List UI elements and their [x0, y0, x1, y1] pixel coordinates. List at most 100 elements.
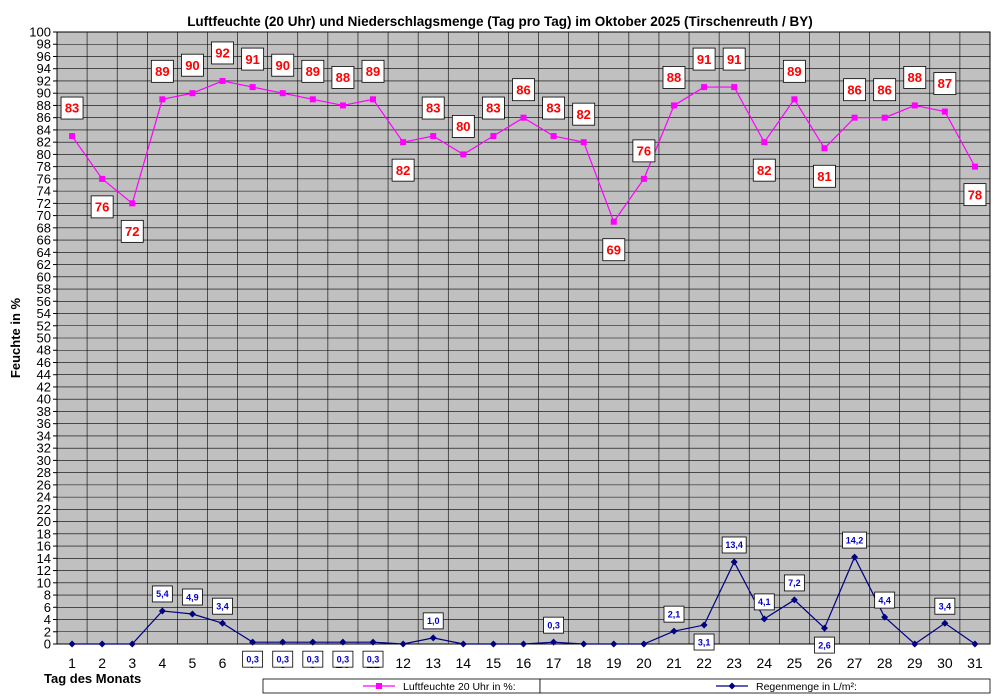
data-label: 91 [692, 47, 716, 71]
data-point [429, 634, 437, 642]
data-label-box [722, 47, 746, 71]
data-point [820, 624, 828, 632]
data-label-text: 88 [667, 70, 681, 85]
x-tick-label: 18 [576, 655, 592, 671]
data-label-text: 88 [336, 70, 350, 85]
y-tick-label: 72 [37, 196, 51, 211]
data-point [489, 640, 497, 648]
x-tick-label: 23 [726, 655, 742, 671]
data-label-box [211, 41, 234, 65]
data-label: 89 [782, 59, 806, 83]
data-label-text: 89 [306, 64, 320, 79]
x-tick-label: 12 [395, 655, 411, 671]
x-tick-label: 17 [546, 655, 562, 671]
y-tick-label: 30 [37, 453, 51, 468]
data-label: 4,9 [182, 588, 203, 606]
data-point [670, 102, 677, 109]
data-label: 0,3 [543, 616, 564, 634]
data-point [790, 596, 798, 604]
data-label-text: 3,4 [939, 601, 952, 611]
x-tick-label: 5 [189, 655, 197, 671]
legend-label: Luftfeuchte 20 Uhr in %: [403, 681, 516, 693]
data-point [309, 638, 317, 646]
data-label: 3,1 [693, 633, 715, 651]
data-label-box [663, 605, 685, 623]
data-point [369, 638, 377, 646]
data-point [370, 96, 377, 103]
x-tick-label: 15 [486, 655, 502, 671]
data-label-text: 83 [486, 101, 500, 116]
y-tick-label: 42 [37, 379, 51, 394]
data-label-text: 87 [938, 76, 952, 91]
data-label-text: 88 [908, 70, 922, 85]
data-point [459, 640, 467, 648]
data-label-box [512, 78, 535, 102]
data-label: 2,6 [814, 636, 835, 654]
y-tick-label: 12 [37, 563, 51, 578]
data-label-text: 83 [65, 101, 79, 116]
data-label-box [301, 59, 325, 83]
y-tick-label: 68 [37, 220, 51, 235]
data-label: 82 [752, 158, 776, 182]
data-label-box [361, 59, 385, 83]
data-point [219, 619, 227, 627]
data-label: 0,3 [302, 650, 324, 668]
data-label-text: 91 [245, 52, 259, 67]
data-point [941, 619, 949, 627]
y-tick-label: 88 [37, 98, 51, 113]
y-tick-label: 82 [37, 135, 51, 150]
chart-title: Luftfeuchte (20 Uhr) und Niederschlagsme… [187, 14, 813, 29]
data-label-text: 13,4 [725, 540, 743, 550]
y-tick-label: 24 [37, 490, 51, 505]
y-tick-label: 46 [37, 355, 51, 370]
data-point [98, 640, 106, 648]
data-label: 0,3 [242, 650, 264, 668]
data-label: 76 [632, 139, 656, 163]
y-tick-label: 48 [37, 343, 51, 358]
data-label-text: 4,4 [878, 595, 891, 605]
data-point [376, 683, 382, 689]
y-tick-label: 22 [37, 502, 51, 517]
data-label-box [874, 591, 896, 609]
data-label-text: 2,6 [818, 640, 831, 650]
data-point [550, 133, 557, 140]
data-point [249, 638, 257, 646]
x-tick-label: 3 [128, 655, 136, 671]
data-label: 4,1 [753, 593, 775, 611]
y-tick-label: 80 [37, 147, 51, 162]
x-tick-label: 2 [98, 655, 106, 671]
data-label-text: 82 [757, 163, 771, 178]
data-label-box [662, 66, 686, 89]
data-label-box [212, 597, 233, 615]
data-label-text: 69 [607, 242, 621, 257]
data-point [580, 640, 588, 648]
data-label-box [842, 531, 867, 549]
data-label-text: 4,9 [186, 592, 199, 602]
y-tick-label: 56 [37, 294, 51, 309]
data-point [911, 102, 918, 109]
data-label-box [782, 59, 806, 83]
data-point [99, 175, 106, 182]
data-label-text: 92 [215, 46, 229, 61]
data-label-box [602, 238, 626, 262]
data-label-box [302, 650, 324, 668]
data-label-text: 89 [787, 64, 801, 79]
data-label-box [120, 219, 144, 243]
data-label: 86 [843, 78, 866, 102]
y-axis-label: Feuchte in % [8, 297, 23, 378]
data-label-text: 76 [637, 144, 651, 159]
data-point [971, 163, 978, 170]
data-point [700, 621, 708, 629]
data-label-text: 0,3 [337, 654, 350, 664]
data-point [490, 133, 497, 140]
data-label: 83 [542, 96, 565, 120]
data-point [881, 613, 889, 621]
data-label-box [814, 636, 835, 654]
data-label-box [572, 102, 596, 126]
data-label: 13,4 [721, 536, 747, 554]
data-point [520, 114, 527, 121]
data-label-text: 78 [968, 187, 982, 202]
data-label-box [933, 72, 957, 95]
data-point [761, 139, 768, 146]
data-point [128, 640, 136, 648]
